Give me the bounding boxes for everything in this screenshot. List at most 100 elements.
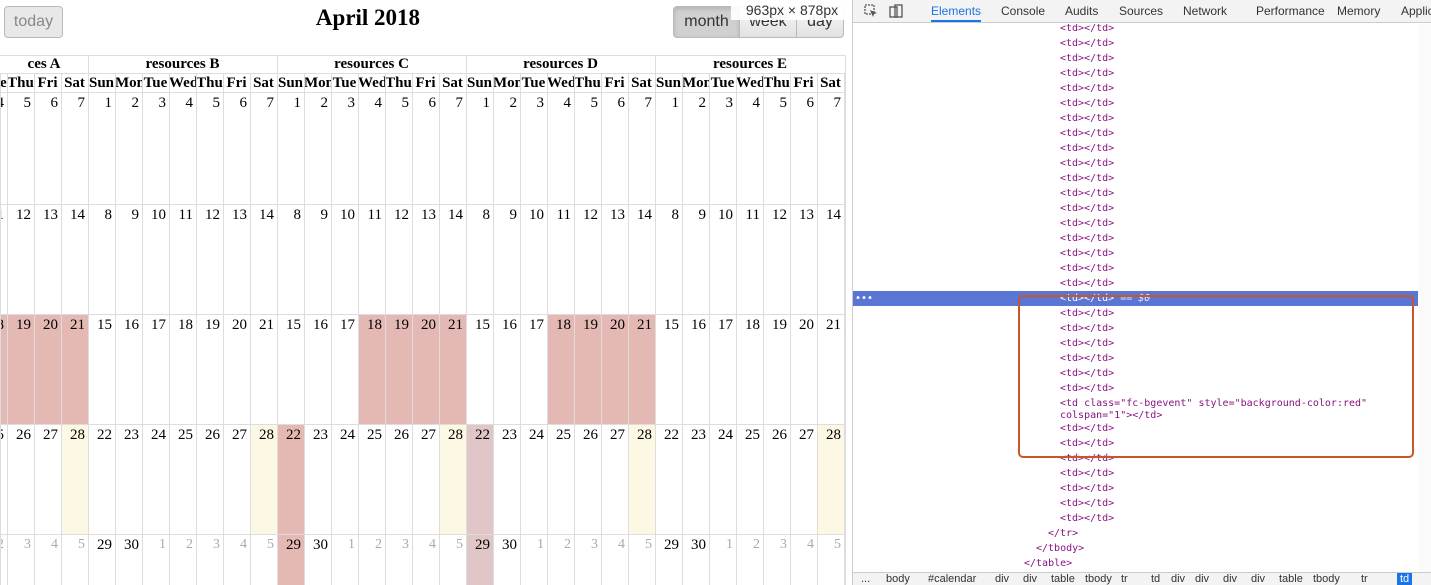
- day-cell[interactable]: 19: [196, 315, 223, 425]
- day-cell[interactable]: 28: [628, 425, 655, 535]
- day-cell[interactable]: 14: [250, 205, 277, 315]
- day-cell[interactable]: 21: [628, 315, 655, 425]
- day-cell[interactable]: 19: [763, 315, 790, 425]
- day-cell[interactable]: 20: [223, 315, 250, 425]
- dom-node-line-bgevent[interactable]: <td class="fc-bgevent" style="background…: [853, 396, 1418, 411]
- day-cell[interactable]: 16: [115, 315, 142, 425]
- day-cell[interactable]: 13: [412, 205, 439, 315]
- day-cell[interactable]: 14: [439, 205, 466, 315]
- day-cell[interactable]: 25: [169, 425, 196, 535]
- dom-node-line[interactable]: <td></td>: [853, 511, 1418, 526]
- day-cell[interactable]: 17: [331, 315, 358, 425]
- dom-node-line[interactable]: <td></td>: [853, 321, 1418, 336]
- devtools-tab[interactable]: Audits: [1065, 4, 1099, 18]
- day-cell[interactable]: 3: [574, 535, 601, 585]
- day-cell[interactable]: 27: [601, 425, 628, 535]
- day-cell[interactable]: 25: [736, 425, 763, 535]
- day-cell[interactable]: 8: [88, 205, 115, 315]
- dom-node-line[interactable]: </tbody>: [853, 541, 1418, 556]
- breadcrumb-item[interactable]: div: [1195, 573, 1210, 585]
- day-cell[interactable]: 14: [628, 205, 655, 315]
- dom-node-line[interactable]: <td></td>: [853, 126, 1418, 141]
- day-cell[interactable]: 15: [466, 315, 493, 425]
- day-cell[interactable]: 27: [34, 425, 61, 535]
- inspect-cursor-icon[interactable]: [863, 3, 879, 19]
- day-cell[interactable]: 9: [493, 205, 520, 315]
- day-cell[interactable]: 3: [763, 535, 790, 585]
- day-cell[interactable]: 1: [142, 535, 169, 585]
- day-cell[interactable]: 30: [304, 535, 331, 585]
- day-cell[interactable]: 14: [817, 205, 844, 315]
- day-cell[interactable]: 7: [628, 93, 655, 203]
- devtools-tab[interactable]: Memory: [1337, 4, 1381, 18]
- dom-tree-scrollbar[interactable]: [1419, 24, 1431, 572]
- devtools-tab[interactable]: Console: [1001, 4, 1046, 18]
- day-cell[interactable]: 15: [277, 315, 304, 425]
- day-cell[interactable]: 10: [331, 205, 358, 315]
- day-cell[interactable]: 5: [763, 93, 790, 203]
- day-cell[interactable]: 29: [277, 535, 304, 585]
- day-cell[interactable]: 1: [88, 93, 115, 203]
- day-cell[interactable]: 5: [574, 93, 601, 203]
- day-cell[interactable]: 22: [88, 425, 115, 535]
- breadcrumb-item[interactable]: table: [1279, 573, 1303, 585]
- dom-node-line-selected[interactable]: <td></td> == $0 •••: [853, 291, 1418, 306]
- dom-node-line[interactable]: <td></td>: [853, 381, 1418, 396]
- day-cell[interactable]: 21: [817, 315, 844, 425]
- day-cell[interactable]: 14: [61, 205, 88, 315]
- breadcrumb-item[interactable]: tbody: [1313, 573, 1340, 585]
- day-cell[interactable]: 30: [115, 535, 142, 585]
- devtools-tab[interactable]: Performance: [1256, 4, 1325, 18]
- day-cell[interactable]: 23: [115, 425, 142, 535]
- day-cell[interactable]: 21: [250, 315, 277, 425]
- day-cell[interactable]: 16: [304, 315, 331, 425]
- day-cell[interactable]: 27: [412, 425, 439, 535]
- day-cell[interactable]: 18: [169, 315, 196, 425]
- day-cell[interactable]: 3: [385, 535, 412, 585]
- day-cell[interactable]: 6: [790, 93, 817, 203]
- day-cell[interactable]: 3: [331, 93, 358, 203]
- day-cell[interactable]: 4: [223, 535, 250, 585]
- day-cell[interactable]: 25: [547, 425, 574, 535]
- day-cell[interactable]: 1: [277, 93, 304, 203]
- dom-node-line[interactable]: <td></td>: [853, 496, 1418, 511]
- day-cell[interactable]: 3: [520, 93, 547, 203]
- day-cell[interactable]: 4: [601, 535, 628, 585]
- day-cell[interactable]: 28: [61, 425, 88, 535]
- day-cell[interactable]: 13: [223, 205, 250, 315]
- day-cell[interactable]: 1: [655, 93, 682, 203]
- breadcrumb-item[interactable]: div: [995, 573, 1010, 585]
- day-cell[interactable]: 26: [385, 425, 412, 535]
- day-cell[interactable]: 19: [385, 315, 412, 425]
- day-cell[interactable]: 27: [790, 425, 817, 535]
- day-cell[interactable]: 26: [574, 425, 601, 535]
- day-cell[interactable]: 20: [34, 315, 61, 425]
- day-cell[interactable]: 26: [7, 425, 34, 535]
- breadcrumb-item[interactable]: ...: [861, 573, 871, 585]
- day-cell[interactable]: 2: [547, 535, 574, 585]
- day-cell[interactable]: 5: [385, 93, 412, 203]
- day-cell[interactable]: 3: [196, 535, 223, 585]
- dom-node-line[interactable]: <td></td>: [853, 96, 1418, 111]
- day-cell[interactable]: 13: [790, 205, 817, 315]
- dom-node-line[interactable]: <td></td>: [853, 24, 1418, 36]
- day-cell[interactable]: 28: [817, 425, 844, 535]
- day-cell[interactable]: 4: [790, 535, 817, 585]
- day-cell[interactable]: 11: [358, 205, 385, 315]
- device-toggle-icon[interactable]: [888, 3, 904, 19]
- day-cell[interactable]: 22: [466, 425, 493, 535]
- dom-node-line[interactable]: <td></td>: [853, 306, 1418, 321]
- day-cell[interactable]: 22: [655, 425, 682, 535]
- day-cell[interactable]: 1: [709, 535, 736, 585]
- dom-node-line[interactable]: <td></td>: [853, 336, 1418, 351]
- day-cell[interactable]: 30: [682, 535, 709, 585]
- day-cell[interactable]: 3: [142, 93, 169, 203]
- day-cell[interactable]: 10: [520, 205, 547, 315]
- day-cell[interactable]: 5: [196, 93, 223, 203]
- day-cell[interactable]: 18: [736, 315, 763, 425]
- day-cell[interactable]: 26: [196, 425, 223, 535]
- day-cell[interactable]: 12: [7, 205, 34, 315]
- day-cell[interactable]: 4: [547, 93, 574, 203]
- day-cell[interactable]: 4: [736, 93, 763, 203]
- day-cell[interactable]: 5: [250, 535, 277, 585]
